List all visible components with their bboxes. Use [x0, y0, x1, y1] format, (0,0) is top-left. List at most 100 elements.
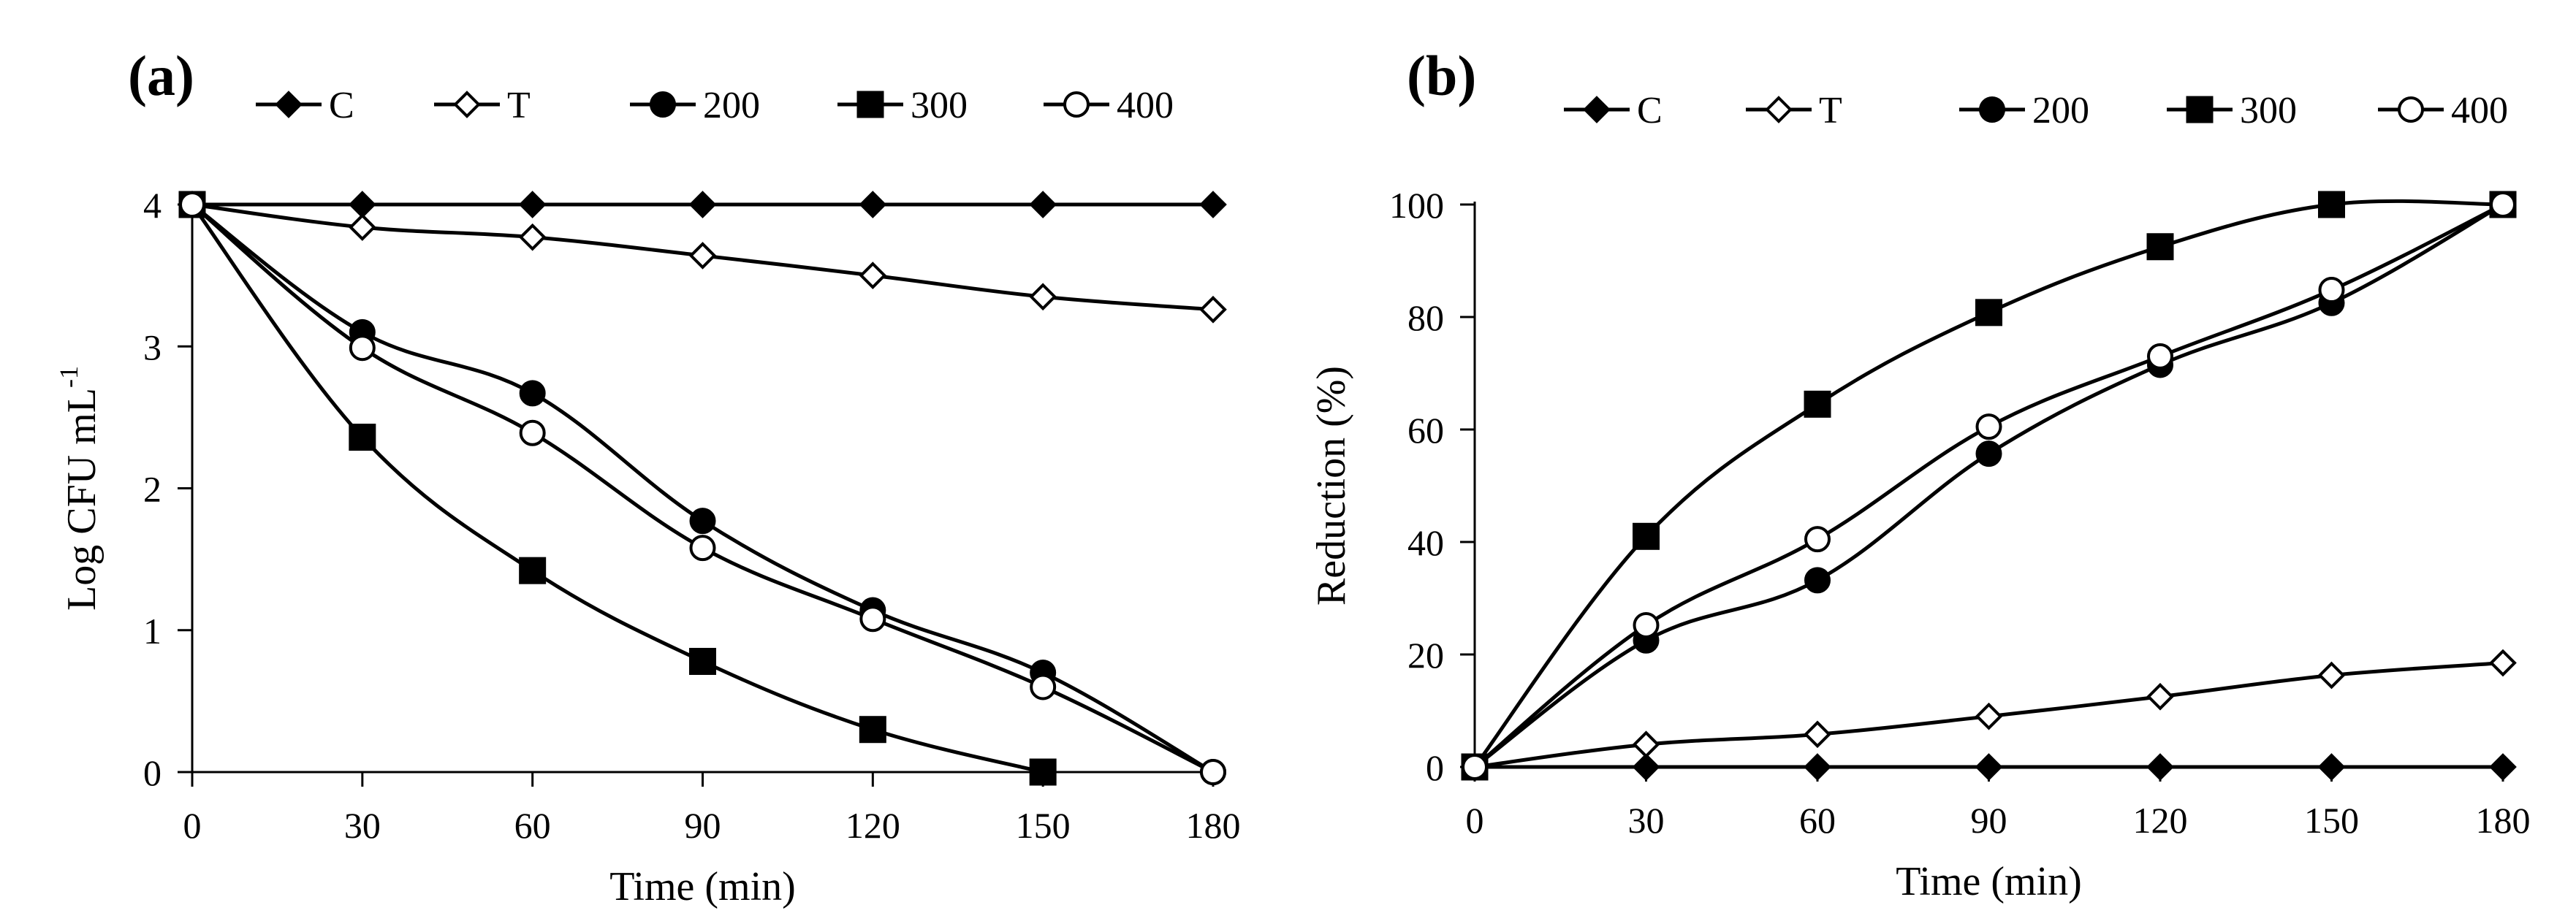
legend-marker-300 — [856, 91, 884, 118]
series-line-400 — [190, 202, 1215, 774]
y-tick-label: 20 — [1407, 635, 1444, 676]
data-point-200 — [1975, 440, 2002, 467]
data-point-C — [1199, 191, 1227, 218]
y-tick-label: 60 — [1407, 410, 1444, 451]
legend-label-400: 400 — [1117, 85, 1174, 126]
data-point-200 — [519, 380, 546, 407]
x-axis-title: Time (min) — [1896, 859, 2082, 904]
x-tick-label: 120 — [846, 805, 900, 846]
x-tick-label: 150 — [2304, 800, 2359, 841]
data-point-400 — [859, 606, 886, 633]
legend-marker-C — [1583, 96, 1611, 123]
data-point-C — [2146, 753, 2174, 781]
y-axis-title-main: Log CFU mL — [59, 388, 105, 611]
series-T — [178, 191, 1227, 324]
series-line-200 — [1473, 202, 2505, 769]
series-400 — [179, 191, 1226, 785]
y-tick-label: 100 — [1389, 185, 1444, 226]
legend-marker-400 — [2398, 96, 2424, 123]
y-axis-title: Log CFU mL-1 — [54, 366, 105, 611]
legend-marker-300 — [2186, 96, 2214, 123]
data-point-400 — [1200, 759, 1226, 785]
data-point-C — [1804, 753, 1831, 781]
data-point-T — [349, 213, 376, 241]
data-point-300 — [1633, 522, 1660, 550]
data-point-T — [1199, 295, 1227, 324]
data-point-C — [518, 191, 547, 218]
data-point-200 — [689, 508, 716, 535]
legend: C T 200 300 400 — [1564, 90, 2508, 131]
series-400 — [1462, 191, 2516, 780]
x-axis-title: Time (min) — [609, 864, 796, 909]
y-tick-label: 80 — [1407, 297, 1444, 338]
legend-label-200: 200 — [2032, 90, 2089, 131]
legend-marker-200 — [650, 91, 676, 118]
y-tick-label: 40 — [1407, 522, 1444, 563]
data-point-C — [688, 191, 717, 218]
legend-marker-T — [453, 91, 481, 118]
data-point-300 — [1804, 390, 1831, 418]
data-point-400 — [2147, 343, 2173, 370]
data-point-400 — [2318, 277, 2345, 304]
data-point-T — [2489, 649, 2517, 677]
series-line-300 — [190, 202, 1045, 774]
legend-label-300: 300 — [2240, 90, 2297, 131]
panel-label: (a) — [128, 44, 194, 107]
y-tick-label: 3 — [143, 327, 162, 367]
data-point-T — [1632, 730, 1660, 759]
y-axis-title-main: Reduction (%) — [1309, 366, 1354, 606]
series-line-400 — [1473, 202, 2505, 769]
data-point-T — [2317, 661, 2346, 690]
data-point-400 — [1030, 673, 1057, 700]
series-line-200 — [190, 202, 1215, 774]
legend: C T 200 300 400 — [256, 85, 1174, 126]
panel-a: (a) 0 1 2 3 4 0 30 60 90 120 150 180 Time (min) Log CF… — [54, 44, 1241, 909]
data-point-400 — [1462, 754, 1488, 780]
data-point-T — [688, 242, 717, 270]
x-tick-label: 120 — [2133, 800, 2188, 841]
y-tick-label: 4 — [143, 185, 162, 226]
data-point-C — [1029, 191, 1057, 218]
legend-label-T: T — [1819, 90, 1842, 131]
data-point-C — [1975, 753, 2003, 781]
x-tick-label: 30 — [1628, 800, 1665, 841]
x-tick-label: 150 — [1016, 805, 1071, 846]
legend-label-400: 400 — [2451, 90, 2508, 131]
data-point-C — [859, 191, 887, 218]
data-point-300 — [519, 557, 547, 584]
x-tick-label: 180 — [2476, 800, 2531, 841]
x-tick-label: 60 — [514, 805, 551, 846]
panel-b: (b) 0 20 40 60 80 100 0 30 60 90 120 150 180 Time (min… — [1309, 44, 2531, 904]
x-tick-label: 180 — [1186, 805, 1241, 846]
x-tick-label: 30 — [344, 805, 381, 846]
legend-label-200: 200 — [703, 85, 760, 126]
legend-marker-400 — [1063, 91, 1090, 118]
series-200 — [179, 191, 1226, 785]
data-point-300 — [689, 647, 716, 675]
series-C — [1461, 753, 2517, 781]
series-line-300 — [1473, 199, 2505, 769]
data-point-400 — [519, 419, 546, 446]
y-tick-label: 2 — [143, 469, 162, 510]
data-point-300 — [859, 716, 886, 744]
data-point-300 — [2146, 233, 2174, 261]
data-point-400 — [1804, 526, 1831, 553]
series-300 — [1461, 191, 2517, 781]
x-tick-label: 90 — [685, 805, 721, 846]
data-point-400 — [179, 191, 205, 218]
y-axis-title: Reduction (%) — [1309, 366, 1354, 606]
legend-marker-C — [275, 91, 303, 118]
y-axis-title-superscript: -1 — [54, 366, 83, 388]
data-point-T — [1975, 702, 2003, 730]
data-point-T — [518, 223, 547, 251]
series-200 — [1462, 191, 2516, 780]
data-point-C — [2489, 753, 2517, 781]
legend-label-C: C — [1637, 90, 1663, 131]
panel-label: (b) — [1407, 44, 1476, 107]
series-300 — [178, 191, 1057, 786]
legend-label-300: 300 — [911, 85, 968, 126]
data-point-300 — [1029, 758, 1057, 786]
legend-label-C: C — [329, 85, 354, 126]
x-tick-label: 60 — [1799, 800, 1836, 841]
